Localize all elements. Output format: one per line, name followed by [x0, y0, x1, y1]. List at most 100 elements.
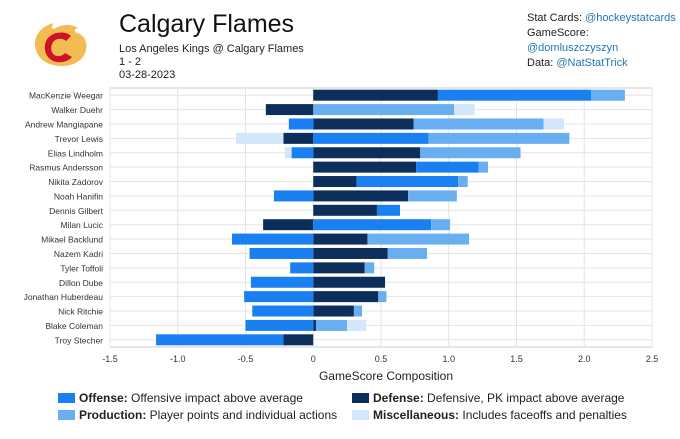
- legend-desc: Player points and individual actions: [149, 408, 338, 422]
- bar-offense: [250, 276, 314, 288]
- legend-name: Miscellaneous:: [373, 408, 460, 422]
- bar-defense: [313, 147, 421, 159]
- y-tick-label: Nikita Zadorov: [48, 177, 104, 187]
- bar-defense: [313, 305, 354, 317]
- bar-defense: [263, 219, 314, 231]
- credit-link-natstattrick[interactable]: @NatStatTrick: [556, 57, 628, 69]
- credit-line-stat-cards: Stat Cards: @hockeystatcards: [527, 11, 680, 26]
- bar-defense: [313, 319, 316, 331]
- y-tick-label: Rasmus Andersson: [29, 163, 103, 173]
- y-tick-label: Blake Coleman: [45, 321, 103, 331]
- bar-defense: [265, 104, 314, 116]
- bar-offense: [288, 118, 314, 130]
- y-tick-label: Tyler Toffoli: [60, 263, 103, 273]
- y-tick-label: Dillon Dube: [59, 278, 103, 288]
- y-tick-label: Dennis Gilbert: [49, 206, 103, 216]
- bar-defense: [313, 233, 368, 245]
- bar-offense: [313, 132, 429, 144]
- legend-item-offense: Offense: Offensive impact above average: [58, 391, 303, 405]
- credit-link-domluszczyszyn[interactable]: @domluszczyszyn: [527, 42, 619, 54]
- y-tick-label: Milan Lucic: [60, 220, 103, 230]
- bar-defense: [313, 176, 357, 188]
- x-tick-label: 2.5: [646, 354, 659, 364]
- bar-production: [353, 305, 363, 317]
- bar-production: [378, 291, 387, 303]
- score-text: 1 - 2: [119, 56, 142, 68]
- date-text: 03-28-2023: [119, 69, 176, 81]
- bar-production: [478, 161, 489, 173]
- bar-offense: [291, 147, 314, 159]
- bar-offense: [356, 176, 459, 188]
- bar-offense: [290, 262, 314, 274]
- legend-swatch-defense: [352, 393, 369, 403]
- bar-offense: [156, 334, 284, 346]
- x-tick-label: -1.5: [102, 354, 118, 364]
- bar-production: [431, 219, 451, 231]
- matchup-text: Los Angeles Kings @ Calgary Flames: [119, 43, 304, 55]
- bar-misc: [347, 319, 367, 331]
- bar-production: [413, 118, 544, 130]
- y-tick-label: Jonathan Huberdeau: [24, 292, 104, 302]
- bar-misc: [284, 147, 292, 159]
- bar-offense: [244, 291, 314, 303]
- credit-line-gamescore: GameScore: @domluszczyszyn: [527, 26, 680, 56]
- y-tick-label: Elias Lindholm: [48, 148, 103, 158]
- credit-label: Data:: [527, 57, 554, 69]
- x-tick-label: -1.0: [170, 354, 186, 364]
- legend-name: Defense:: [373, 391, 424, 405]
- legend-desc: Includes faceoffs and penalties: [462, 408, 627, 422]
- credit-link-hockeystatcards[interactable]: @hockeystatcards: [585, 12, 676, 24]
- bar-production: [367, 233, 470, 245]
- bar-offense: [231, 233, 314, 245]
- credit-label: Stat Cards:: [527, 12, 583, 24]
- x-tick-label: 1.0: [442, 354, 455, 364]
- y-tick-label: Troy Stecher: [55, 335, 104, 345]
- logo-c-shape: [44, 32, 72, 63]
- bar-offense: [245, 319, 314, 331]
- legend-name: Offense:: [79, 391, 128, 405]
- x-tick-label: -0.5: [238, 354, 254, 364]
- bar-production: [364, 262, 375, 274]
- credit-line-data: Data: @NatStatTrick: [527, 56, 680, 71]
- y-tick-label: Walker Duehr: [51, 105, 103, 115]
- x-tick-label: 2.0: [578, 354, 591, 364]
- bar-defense: [313, 204, 377, 216]
- legend-swatch-offense: [58, 393, 75, 403]
- bar-defense: [283, 334, 314, 346]
- bar-offense: [313, 219, 432, 231]
- bar-production: [458, 176, 468, 188]
- bar-defense: [313, 276, 386, 288]
- bar-offense: [416, 161, 479, 173]
- bar-offense: [273, 190, 314, 202]
- legend-item-production: Production: Player points and individual…: [58, 408, 337, 422]
- y-tick-label: Noah Hanifin: [54, 191, 103, 201]
- x-tick-label: 0: [311, 354, 316, 364]
- bar-production: [315, 319, 348, 331]
- bar-production: [420, 147, 521, 159]
- bar-defense: [283, 132, 314, 144]
- bar-misc: [236, 132, 284, 144]
- y-tick-label: MacKenzie Weegar: [29, 91, 103, 101]
- bar-offense: [249, 247, 314, 259]
- flames-logo: [34, 23, 87, 66]
- bar-production: [408, 190, 457, 202]
- bar-defense: [313, 89, 438, 101]
- credit-label: GameScore:: [527, 27, 589, 39]
- bar-defense: [313, 161, 417, 173]
- y-tick-label: Andrew Mangiapane: [25, 119, 103, 129]
- legend-swatch-production: [58, 410, 75, 420]
- bar-defense: [313, 118, 414, 130]
- legend-name: Production:: [79, 408, 147, 422]
- legend-swatch-misc: [352, 410, 369, 420]
- legend-desc: Offensive impact above average: [131, 391, 303, 405]
- legend-item-defense: Defense: Defensive, PK impact above aver…: [352, 391, 624, 405]
- bar-defense: [313, 190, 409, 202]
- bar-misc: [454, 104, 475, 116]
- y-tick-label: Nick Ritchie: [58, 307, 103, 317]
- bar-offense: [252, 305, 314, 317]
- page-title: Calgary Flames: [119, 10, 295, 38]
- bar-production: [428, 132, 570, 144]
- bar-production: [387, 247, 428, 259]
- x-axis-label: GameScore Composition: [319, 369, 453, 383]
